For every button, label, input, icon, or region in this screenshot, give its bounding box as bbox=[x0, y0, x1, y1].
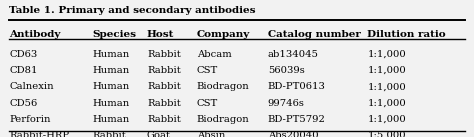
Text: Absin: Absin bbox=[197, 131, 225, 137]
Text: Human: Human bbox=[92, 82, 130, 91]
Text: Human: Human bbox=[92, 99, 130, 108]
Text: CD81: CD81 bbox=[9, 66, 38, 75]
Text: Table 1. Primary and secondary antibodies: Table 1. Primary and secondary antibodie… bbox=[9, 6, 256, 15]
Text: Perforin: Perforin bbox=[9, 115, 51, 124]
Text: 1:1,000: 1:1,000 bbox=[367, 82, 406, 91]
Text: 99746s: 99746s bbox=[268, 99, 305, 108]
Text: Catalog number: Catalog number bbox=[268, 30, 361, 39]
Text: Human: Human bbox=[92, 50, 130, 59]
Text: Biodragon: Biodragon bbox=[197, 82, 249, 91]
Text: Rabbit-HRP: Rabbit-HRP bbox=[9, 131, 70, 137]
Text: 1:5,000: 1:5,000 bbox=[367, 131, 406, 137]
Text: Calnexin: Calnexin bbox=[9, 82, 54, 91]
Text: ab134045: ab134045 bbox=[268, 50, 319, 59]
Text: 1:1,000: 1:1,000 bbox=[367, 99, 406, 108]
Text: Rabbit: Rabbit bbox=[147, 66, 181, 75]
Text: Abs20040: Abs20040 bbox=[268, 131, 319, 137]
Text: Host: Host bbox=[147, 30, 174, 39]
Text: 1:1,000: 1:1,000 bbox=[367, 66, 406, 75]
Text: Rabbit: Rabbit bbox=[147, 115, 181, 124]
Text: Rabbit: Rabbit bbox=[147, 82, 181, 91]
Text: CST: CST bbox=[197, 66, 218, 75]
Text: 1:1,000: 1:1,000 bbox=[367, 50, 406, 59]
Text: CD63: CD63 bbox=[9, 50, 38, 59]
Text: Species: Species bbox=[92, 30, 137, 39]
Text: Company: Company bbox=[197, 30, 250, 39]
Text: Human: Human bbox=[92, 115, 130, 124]
Text: 1:1,000: 1:1,000 bbox=[367, 115, 406, 124]
Text: BD-PT5792: BD-PT5792 bbox=[268, 115, 326, 124]
Text: Rabbit: Rabbit bbox=[92, 131, 126, 137]
Text: Abcam: Abcam bbox=[197, 50, 231, 59]
Text: CD56: CD56 bbox=[9, 99, 38, 108]
Text: Dilution ratio: Dilution ratio bbox=[367, 30, 446, 39]
Text: 56039s: 56039s bbox=[268, 66, 305, 75]
Text: CST: CST bbox=[197, 99, 218, 108]
Text: BD-PT0613: BD-PT0613 bbox=[268, 82, 326, 91]
Text: Rabbit: Rabbit bbox=[147, 50, 181, 59]
Text: Antibody: Antibody bbox=[9, 30, 61, 39]
Text: Rabbit: Rabbit bbox=[147, 99, 181, 108]
Text: Biodragon: Biodragon bbox=[197, 115, 249, 124]
Text: Human: Human bbox=[92, 66, 130, 75]
Text: Goat: Goat bbox=[147, 131, 171, 137]
